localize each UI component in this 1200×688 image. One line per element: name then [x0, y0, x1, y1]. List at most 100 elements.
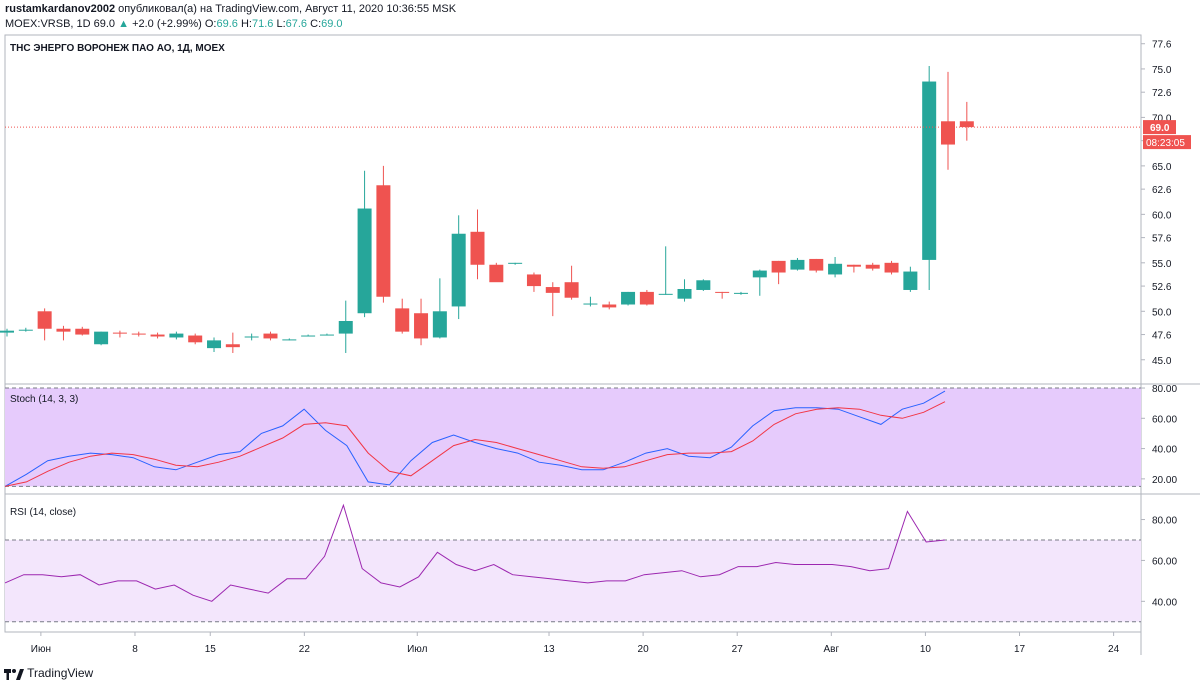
candle-body [828, 263, 843, 275]
time-tick-label: 22 [299, 644, 311, 655]
candle-body [225, 344, 240, 348]
price-tick-label: 77.6 [1152, 40, 1172, 51]
open-label: O: [204, 18, 217, 30]
price-tick-label: 45.0 [1152, 356, 1172, 367]
author-name[interactable]: rustamkardanov2002 [5, 3, 116, 15]
footer: TradingView [4, 666, 93, 684]
low-value: 67.6 [285, 18, 308, 30]
chart-header: rustamkardanov2002 опубликовал(а) на Tra… [0, 0, 1200, 34]
candle-body [865, 264, 880, 269]
time-tick-label: 10 [920, 644, 932, 655]
candle-body [244, 336, 259, 338]
candle-body [319, 334, 334, 336]
price-tick-label: 62.6 [1152, 185, 1172, 196]
candle-body [112, 332, 127, 334]
candle-body [395, 308, 410, 332]
candle-body [677, 288, 692, 299]
symbol-ohlc-line: MOEX:VRSB, 1D 69.0 ▲ +2.0 (+2.99%) O:69.… [5, 18, 343, 30]
candle-body [18, 329, 33, 331]
time-tick-label: Июл [407, 644, 427, 655]
low-label: L: [276, 18, 286, 30]
candle-body [282, 339, 297, 341]
stoch-band [5, 388, 1141, 487]
rsi-tick-label: 60.00 [1152, 556, 1177, 567]
candle-body [489, 264, 504, 283]
time-tick-label: 24 [1108, 644, 1120, 655]
stoch-tick-label: 40.00 [1152, 445, 1177, 456]
stoch-k-line [4, 390, 946, 487]
stoch-tick-label: 60.00 [1152, 414, 1177, 425]
price-tick-label: 75.0 [1152, 65, 1172, 76]
stoch-d-line [4, 401, 946, 487]
countdown-label: 08:23:05 [1146, 138, 1185, 149]
price-tick-label: 65.0 [1152, 162, 1172, 173]
price-tick-label: 47.6 [1152, 331, 1172, 342]
candle-body [752, 270, 767, 278]
price-tick-label: 72.6 [1152, 88, 1172, 99]
candle-body [715, 291, 730, 293]
candle-body [131, 333, 146, 335]
last-price: 69.0 [93, 18, 116, 30]
chart-title: ТНС ЭНЕРГО ВОРОНЕЖ ПАО АО, 1Д, MOEX [10, 43, 225, 54]
publish-line: rustamkardanov2002 опубликовал(а) на Tra… [5, 3, 456, 15]
open-value: 69.6 [216, 18, 238, 30]
candle-body [0, 330, 14, 333]
candle-body [414, 313, 429, 339]
candle-body [301, 335, 316, 337]
time-tick-label: 27 [732, 644, 744, 655]
time-tick-label: 15 [205, 644, 217, 655]
close-value: 69.0 [321, 18, 343, 30]
tradingview-logo-icon [4, 668, 24, 680]
rsi-tick-label: 80.00 [1152, 516, 1177, 527]
candle-body [639, 291, 654, 305]
symbol-label: MOEX:VRSB, 1D [5, 18, 91, 30]
stoch-title: Stoch (14, 3, 3) [10, 394, 78, 405]
price-tick-label: 52.6 [1152, 282, 1172, 293]
candle-body [357, 208, 372, 314]
candle-body [338, 320, 353, 334]
candle-body [545, 287, 560, 293]
candle-body [470, 231, 485, 265]
candle-body [75, 328, 90, 335]
countdown-badge [1143, 135, 1191, 150]
candle-body [56, 328, 71, 332]
candle-body [696, 280, 711, 290]
candle-body [207, 340, 222, 349]
price-tick-label: 70.0 [1152, 113, 1172, 124]
change-up-icon: ▲ [118, 18, 130, 30]
time-tick-label: 20 [638, 644, 650, 655]
candle-body [658, 293, 673, 295]
candle-body [169, 333, 184, 338]
candle-body [508, 262, 523, 264]
candle-body [602, 304, 617, 308]
candle-body [922, 81, 937, 260]
candle-body [451, 233, 466, 307]
brand-name[interactable]: TradingView [27, 666, 94, 680]
candle-body [94, 331, 109, 345]
last-price-badge [1143, 120, 1176, 135]
candle-body [903, 271, 918, 290]
last-price-label: 69.0 [1150, 123, 1170, 134]
time-tick-label: 13 [543, 644, 555, 655]
candle-body [564, 282, 579, 298]
high-label: H: [240, 18, 252, 30]
candle-body [809, 258, 824, 271]
high-value: 71.6 [251, 18, 274, 30]
close-label: C: [310, 18, 322, 30]
publish-info: опубликовал(а) на TradingView.com, Авгус… [118, 3, 457, 15]
candle-body [771, 260, 786, 273]
price-tick-label: 55.0 [1152, 259, 1172, 270]
candle-body [884, 262, 899, 273]
rsi-line [4, 503, 946, 602]
rsi-tick-label: 40.00 [1152, 597, 1177, 608]
candle-body [432, 311, 447, 338]
candle-body [37, 311, 52, 329]
time-tick-label: 17 [1014, 644, 1026, 655]
candle-body [959, 121, 974, 128]
candle-body [263, 333, 278, 339]
price-tick-label: 60.0 [1152, 210, 1172, 221]
time-tick-label: Июн [31, 644, 51, 655]
time-tick-label: Авг [823, 644, 839, 655]
candle-body [846, 264, 861, 267]
